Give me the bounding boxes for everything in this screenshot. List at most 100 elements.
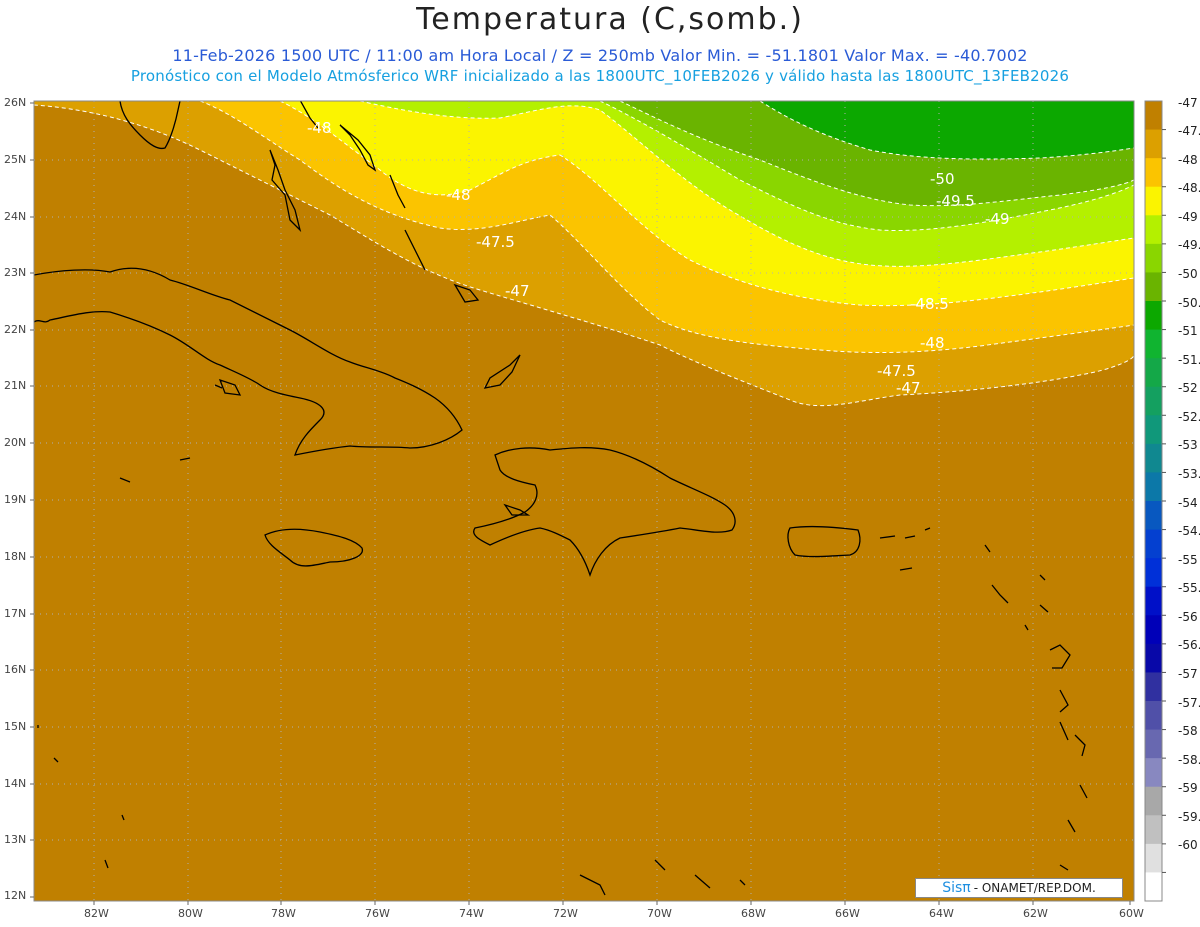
colorbar-swatch (1145, 529, 1162, 559)
colorbar (1144, 100, 1166, 902)
contour-label-9: -48 (920, 334, 945, 352)
lon-label-80w: 80W (178, 907, 203, 920)
lon-label-64w: 64W (929, 907, 954, 920)
contour-label-2: -48 (446, 186, 471, 204)
bahamas-abaco (299, 101, 319, 129)
colorbar-swatch (1145, 643, 1162, 673)
colorbar-swatch (1145, 272, 1162, 302)
lon-label-66w: 66W (835, 907, 860, 920)
lat-label-20n: 20N (4, 436, 27, 449)
colorbar-swatch (1145, 729, 1162, 759)
lat-label-16n: 16N (4, 663, 27, 676)
lon-label-72w: 72W (553, 907, 578, 920)
lon-label-70w: 70W (647, 907, 672, 920)
graticule (34, 101, 1134, 901)
colorbar-swatch (1145, 701, 1162, 731)
colorbar-swatch (1145, 586, 1162, 616)
contour-label-5: -50 (930, 170, 955, 188)
map-title: Temperatura (C,somb.) (416, 2, 804, 37)
lon-label-82w: 82W (84, 907, 109, 920)
contour-label-8: -48.5 (910, 295, 949, 313)
map-subtitle-model-info: Pronóstico con el Modelo Atmósferico WRF… (130, 67, 1070, 85)
temperature-field: -48 -48 -47.5 -47 -50 -49.5 -49 -48.5 -4… (34, 101, 1134, 901)
lat-label-19n: 19N (4, 493, 27, 506)
colorbar-swatch (1145, 843, 1162, 873)
lon-label-60w: 60W (1119, 907, 1144, 920)
colorbar-swatch (1145, 415, 1162, 445)
turks (483, 354, 521, 389)
colorbar-swatch (1145, 329, 1162, 359)
lat-label-18n: 18N (4, 550, 27, 563)
colorbar-tick-label: -54 (1178, 495, 1198, 510)
credit-box: Sisπ - ONAMET/REP.DOM. (915, 878, 1123, 898)
colorbar-swatch (1145, 472, 1162, 502)
map-subtitle-valid-time: 11-Feb-2026 1500 UTC / 11:00 am Hora Loc… (172, 46, 1028, 65)
colorbar-tick-label: -53 (1178, 438, 1198, 453)
jamaica-coast (264, 528, 363, 567)
colorbar-swatch (1145, 101, 1162, 131)
colorbar-tick-label: -53.5 (1178, 467, 1200, 481)
isla-juventud (218, 378, 242, 396)
contour-label-10: -47.5 (877, 362, 916, 380)
lat-label-26n: 26N (4, 96, 27, 109)
band-50-5 (760, 101, 1134, 160)
colorbar-tick-label: -56.5 (1178, 638, 1200, 653)
contour-label-6: -49.5 (936, 192, 975, 210)
lat-label-17n: 17N (4, 607, 27, 620)
lon-ticks (93, 901, 1131, 905)
colorbar-tick-label: -50.5 (1178, 295, 1200, 310)
lon-label-78w: 78W (271, 907, 296, 920)
colorbar-swatch (1145, 186, 1162, 216)
colorbar-swatch (1145, 215, 1162, 245)
florida-coast (119, 101, 181, 150)
colorbar-swatch (1145, 758, 1162, 788)
colorbar-tick-label: -60 (1178, 838, 1198, 853)
colorbar-swatch (1145, 815, 1162, 845)
colorbar-tick-label: -57.5 (1178, 695, 1200, 710)
colorbar-tick-label: -47.5 (1178, 124, 1200, 139)
gonave (503, 503, 531, 516)
colorbar-tick-label: -59 (1178, 781, 1198, 796)
contour-label-3: -47.5 (476, 233, 515, 251)
colorbar-tick-label: -51 (1178, 324, 1198, 339)
lat-label-25n: 25N (4, 153, 27, 166)
contour-label-4: -47 (505, 282, 530, 300)
colorbar-swatch (1145, 872, 1162, 902)
bahamas-long (404, 229, 426, 271)
lat-label-14n: 14N (4, 777, 27, 790)
lat-label-12n: 12N (4, 889, 27, 902)
colorbar-swatch (1145, 558, 1162, 588)
lat-label-24n: 24N (4, 210, 27, 223)
puerto-rico-coast (787, 525, 861, 558)
cuba-coast (34, 267, 463, 456)
lat-label-22n: 22N (4, 323, 27, 336)
colorbar-swatch (1145, 443, 1162, 473)
map-frame (33, 100, 1135, 902)
bahamas-andros (269, 149, 302, 233)
colorbar-tick-label: -48 (1178, 152, 1198, 167)
hispaniola-coast (473, 447, 736, 578)
contour-label-1: -48 (307, 119, 332, 137)
bahamas-cat (389, 174, 406, 209)
colorbar-swatch (1145, 501, 1162, 531)
lat-label-15n: 15N (4, 720, 27, 733)
colorbar-tick-label: -49 (1178, 209, 1198, 224)
colorbar-tick-label: -47 (1178, 95, 1198, 110)
credit-text: - ONAMET/REP.DOM. (973, 881, 1096, 895)
colorbar-tick-label: -54.5 (1178, 524, 1200, 539)
lat-label-13n: 13N (4, 833, 27, 846)
colorbar-tick-label: -55.5 (1178, 581, 1200, 596)
lat-ticks (30, 102, 34, 898)
lat-label-21n: 21N (4, 379, 27, 392)
colorbar-swatch (1145, 386, 1162, 416)
contour-label-11: -47 (896, 379, 921, 397)
inagua (453, 283, 480, 303)
contour-label-7: -49 (985, 210, 1010, 228)
colorbar-tick-label: -58.5 (1178, 752, 1200, 767)
bahamas-eleuthera (339, 124, 377, 172)
colorbar-swatch (1145, 243, 1162, 273)
colorbar-tick-label: -55 (1178, 552, 1198, 567)
aruba-curacao (579, 859, 746, 896)
virgin-islands (879, 527, 931, 539)
